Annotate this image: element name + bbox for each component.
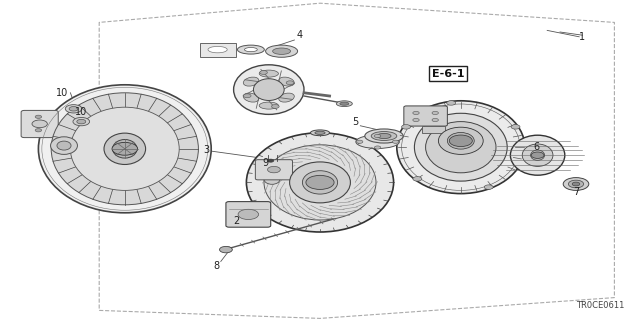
Circle shape xyxy=(238,209,259,220)
Text: 4: 4 xyxy=(296,30,303,40)
Circle shape xyxy=(243,94,251,98)
Text: 3: 3 xyxy=(203,145,209,156)
Circle shape xyxy=(35,129,42,132)
Ellipse shape xyxy=(273,48,291,54)
Ellipse shape xyxy=(302,171,338,194)
Ellipse shape xyxy=(268,166,280,173)
FancyBboxPatch shape xyxy=(404,106,447,126)
Ellipse shape xyxy=(426,122,496,173)
Circle shape xyxy=(271,105,279,108)
Circle shape xyxy=(35,115,42,118)
Ellipse shape xyxy=(57,141,71,150)
Circle shape xyxy=(449,135,472,147)
Ellipse shape xyxy=(51,93,198,205)
Ellipse shape xyxy=(264,145,376,220)
Ellipse shape xyxy=(290,162,351,203)
Circle shape xyxy=(286,81,294,85)
Circle shape xyxy=(356,140,363,143)
Ellipse shape xyxy=(340,102,349,105)
Circle shape xyxy=(484,185,493,189)
Text: 7: 7 xyxy=(573,187,579,197)
Ellipse shape xyxy=(264,174,280,184)
Ellipse shape xyxy=(377,133,391,139)
FancyBboxPatch shape xyxy=(226,202,271,227)
Ellipse shape xyxy=(337,101,353,107)
Circle shape xyxy=(413,118,419,122)
Circle shape xyxy=(220,246,232,253)
Text: E-6-1: E-6-1 xyxy=(432,68,464,79)
Text: 2: 2 xyxy=(234,216,240,226)
Bar xyxy=(200,43,236,57)
Ellipse shape xyxy=(365,129,403,143)
Circle shape xyxy=(568,180,584,188)
Circle shape xyxy=(374,134,381,138)
Ellipse shape xyxy=(447,132,474,149)
Ellipse shape xyxy=(310,130,330,136)
Text: TR0CE0611: TR0CE0611 xyxy=(575,301,624,310)
Circle shape xyxy=(306,175,334,189)
Circle shape xyxy=(260,70,268,74)
Circle shape xyxy=(268,159,274,162)
Text: 10: 10 xyxy=(56,88,68,98)
Ellipse shape xyxy=(243,77,259,86)
Ellipse shape xyxy=(259,102,278,109)
Ellipse shape xyxy=(266,45,298,57)
Ellipse shape xyxy=(279,93,294,102)
Ellipse shape xyxy=(259,70,278,77)
Text: 10: 10 xyxy=(75,107,88,117)
Ellipse shape xyxy=(246,133,394,232)
Text: 8: 8 xyxy=(213,260,220,271)
Ellipse shape xyxy=(415,113,507,181)
Ellipse shape xyxy=(237,45,264,54)
Ellipse shape xyxy=(511,135,565,175)
Ellipse shape xyxy=(356,135,399,148)
Text: 9: 9 xyxy=(262,158,269,168)
Circle shape xyxy=(69,107,78,111)
Ellipse shape xyxy=(438,127,483,155)
Circle shape xyxy=(112,142,138,155)
Circle shape xyxy=(32,120,47,128)
Ellipse shape xyxy=(371,132,397,140)
Circle shape xyxy=(572,182,580,186)
Circle shape xyxy=(401,124,410,129)
FancyBboxPatch shape xyxy=(255,160,292,180)
Ellipse shape xyxy=(397,101,525,194)
FancyBboxPatch shape xyxy=(21,110,58,138)
Ellipse shape xyxy=(244,48,257,52)
Text: 1: 1 xyxy=(579,32,586,42)
Text: 6: 6 xyxy=(533,142,540,152)
Circle shape xyxy=(432,118,438,122)
Ellipse shape xyxy=(243,93,259,102)
Circle shape xyxy=(392,140,399,143)
Circle shape xyxy=(531,152,544,158)
Ellipse shape xyxy=(104,133,146,164)
Ellipse shape xyxy=(38,85,211,213)
Bar xyxy=(422,126,445,133)
Ellipse shape xyxy=(531,150,545,160)
Ellipse shape xyxy=(253,79,284,100)
Circle shape xyxy=(73,117,90,126)
Circle shape xyxy=(511,124,520,129)
Circle shape xyxy=(65,105,82,113)
Ellipse shape xyxy=(208,46,227,53)
Ellipse shape xyxy=(70,107,179,190)
Circle shape xyxy=(447,101,456,105)
Ellipse shape xyxy=(315,131,325,134)
Circle shape xyxy=(374,146,381,149)
Ellipse shape xyxy=(234,65,304,115)
Ellipse shape xyxy=(51,137,77,155)
Ellipse shape xyxy=(522,144,553,166)
Circle shape xyxy=(563,178,589,190)
Ellipse shape xyxy=(113,140,137,158)
Ellipse shape xyxy=(279,77,294,86)
Circle shape xyxy=(413,111,419,115)
Circle shape xyxy=(77,119,86,124)
Text: 5: 5 xyxy=(352,116,358,127)
Circle shape xyxy=(432,111,438,115)
Circle shape xyxy=(413,177,422,181)
